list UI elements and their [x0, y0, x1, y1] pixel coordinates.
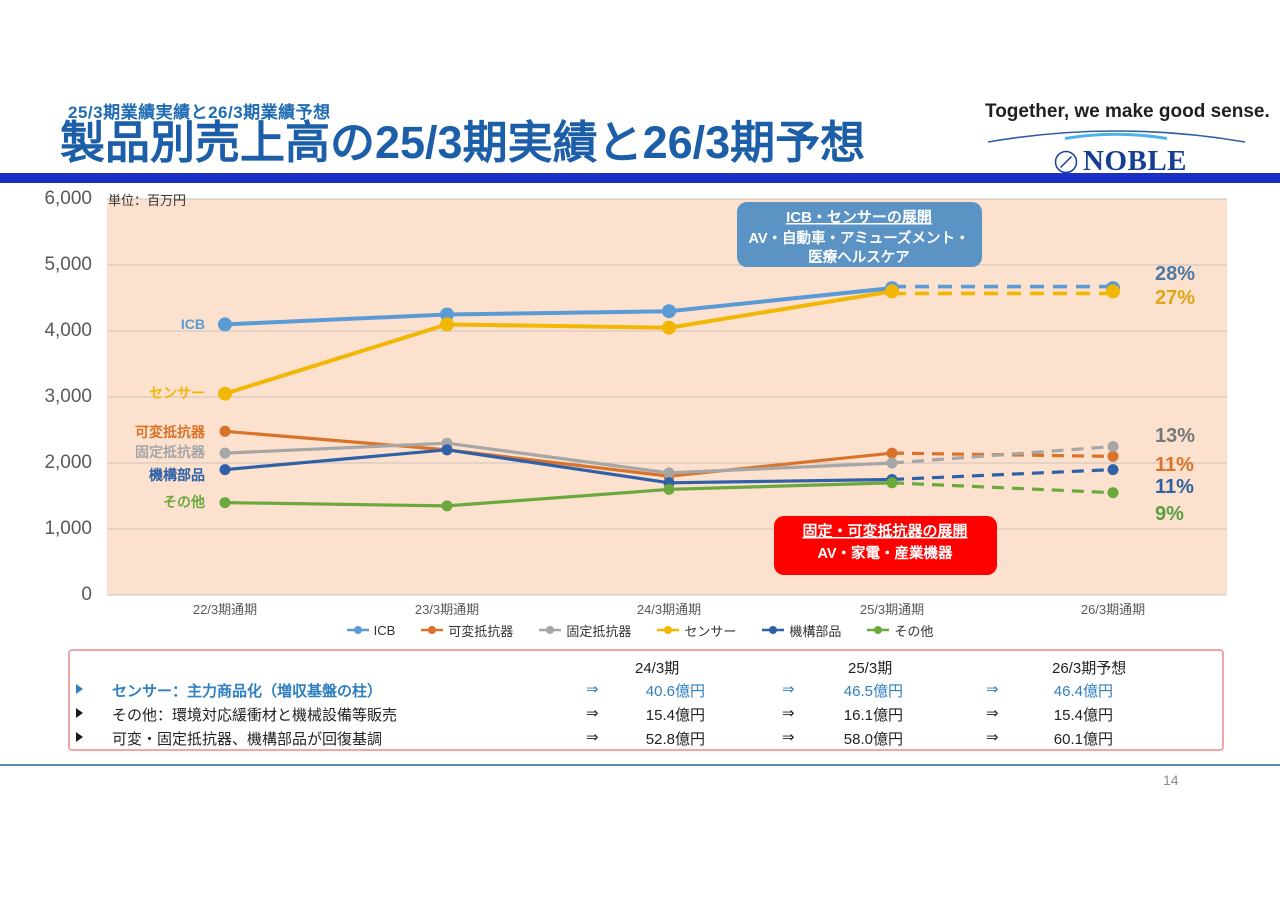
svg-text:固定・可変抵抗器の展開: 固定・可変抵抗器の展開 — [802, 522, 967, 540]
svg-text:AV・自動車・アミューズメント・: AV・自動車・アミューズメント・ — [748, 229, 969, 247]
svg-text:ICB・センサーの展開: ICB・センサーの展開 — [786, 209, 932, 226]
svg-text:23/3期通期: 23/3期通期 — [415, 602, 479, 617]
svg-text:ICB: ICB — [181, 316, 205, 332]
svg-text:25/3期通期: 25/3期通期 — [860, 602, 924, 617]
svg-text:AV・家電・産業機器: AV・家電・産業機器 — [817, 544, 953, 562]
svg-text:5,000: 5,000 — [44, 254, 92, 275]
svg-text:11%: 11% — [1155, 454, 1194, 476]
svg-text:26/3期通期: 26/3期通期 — [1081, 602, 1145, 617]
svg-text:6,000: 6,000 — [44, 188, 92, 209]
svg-text:28%: 28% — [1155, 263, 1195, 285]
svg-text:22/3期通期: 22/3期通期 — [193, 602, 257, 617]
svg-text:可変抵抗器: 可変抵抗器 — [135, 424, 206, 440]
svg-text:11%: 11% — [1155, 476, 1194, 498]
svg-text:2,000: 2,000 — [44, 452, 92, 473]
svg-text:13%: 13% — [1155, 425, 1195, 447]
svg-text:24/3期通期: 24/3期通期 — [637, 602, 701, 617]
svg-text:27%: 27% — [1155, 287, 1195, 309]
svg-text:3,000: 3,000 — [44, 386, 92, 407]
svg-text:固定抵抗器: 固定抵抗器 — [135, 444, 206, 460]
svg-text:4,000: 4,000 — [44, 320, 92, 341]
svg-text:機構部品: 機構部品 — [149, 467, 205, 483]
svg-text:センサー: センサー — [149, 385, 205, 401]
svg-text:9%: 9% — [1155, 503, 1184, 525]
svg-text:0: 0 — [81, 584, 92, 605]
svg-text:医療ヘルスケア: 医療ヘルスケア — [808, 248, 910, 266]
svg-text:1,000: 1,000 — [44, 518, 92, 539]
svg-text:その他: その他 — [163, 494, 205, 510]
